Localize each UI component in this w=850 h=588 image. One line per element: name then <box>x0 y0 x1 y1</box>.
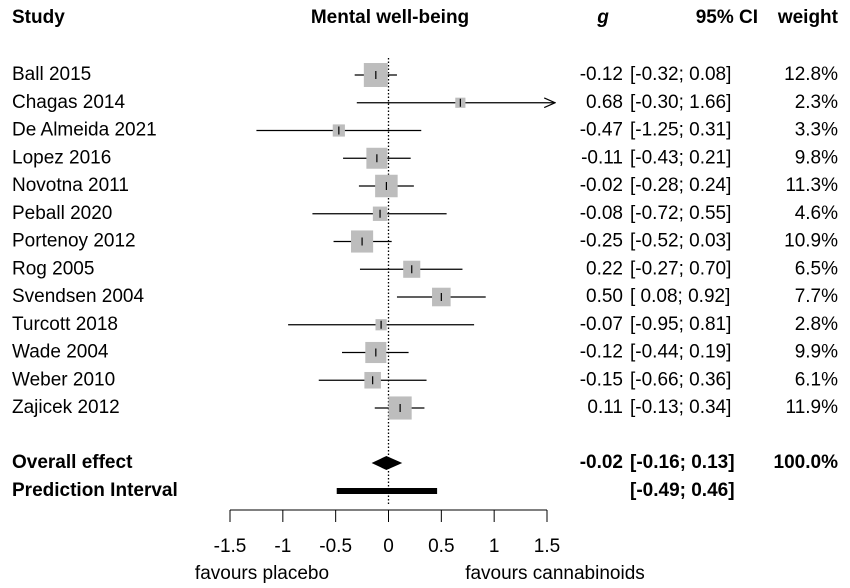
study-name: Lopez 2016 <box>12 147 111 168</box>
ci-label: [-1.25; 0.31] <box>630 120 731 141</box>
prediction-bar <box>336 488 438 494</box>
ci-label: [-0.30; 1.66] <box>630 92 731 113</box>
weight-label: 9.9% <box>795 342 838 363</box>
ci-label: [-0.44; 0.19] <box>630 342 731 363</box>
x-label-left: favours placebo <box>195 563 329 584</box>
overall-label: Overall effect <box>12 452 133 473</box>
ci-label: [-0.95; 0.81] <box>630 314 731 335</box>
effect-label: -0.25 <box>580 231 623 252</box>
x-label-right: favours cannabinoids <box>465 563 645 584</box>
weight-label: 11.3% <box>786 175 839 196</box>
ci-label: [-0.32; 0.08] <box>630 64 731 85</box>
weight-label: 6.1% <box>795 369 838 390</box>
weight-label: 9.8% <box>795 147 838 168</box>
weight-label: 11.9% <box>786 397 839 418</box>
x-tick-label: -1.5 <box>214 536 247 557</box>
prediction-ci-label: [-0.49; 0.46] <box>630 480 735 501</box>
effect-label: -0.12 <box>580 64 623 85</box>
effect-label: -0.08 <box>580 203 623 224</box>
g-header: g <box>596 7 609 28</box>
x-tick-label: 0 <box>383 536 394 557</box>
effect-label: -0.12 <box>580 342 623 363</box>
effect-label: -0.15 <box>580 369 623 390</box>
effect-label: 0.22 <box>586 258 623 279</box>
effect-label: -0.07 <box>580 314 623 335</box>
study-name: Turcott 2018 <box>12 314 118 335</box>
prediction-label: Prediction Interval <box>12 480 178 501</box>
study-name: Ball 2015 <box>12 64 91 85</box>
overall-diamond <box>371 456 403 470</box>
ci-label: [-0.28; 0.24] <box>630 175 731 196</box>
ci-label: [-0.13; 0.34] <box>630 397 731 418</box>
weight-label: 3.3% <box>795 120 838 141</box>
ci-label: [ 0.08; 0.92] <box>630 286 730 307</box>
effect-label: -0.47 <box>580 120 623 141</box>
study-name: Rog 2005 <box>12 258 94 279</box>
effect-label: -0.02 <box>580 175 623 196</box>
effect-label: -0.11 <box>581 147 623 168</box>
ci-header: 95% CI <box>696 7 758 28</box>
weight-label: 4.6% <box>795 203 838 224</box>
weight-label: 10.9% <box>784 231 838 252</box>
weight-label: 7.7% <box>795 286 838 307</box>
effect-label: 0.11 <box>587 397 623 418</box>
weight-label: 6.5% <box>795 258 838 279</box>
study-name: Weber 2010 <box>12 369 115 390</box>
x-tick-label: 1 <box>489 536 500 557</box>
weight-label: 2.8% <box>795 314 838 335</box>
ci-label: [-0.43; 0.21] <box>630 147 731 168</box>
ci-label: [-0.72; 0.55] <box>630 203 731 224</box>
plot-title: Mental well-being <box>311 7 469 28</box>
study-name: Peball 2020 <box>12 203 112 224</box>
study-name: Wade 2004 <box>12 342 109 363</box>
x-tick-label: 0.5 <box>428 536 454 557</box>
study-name: De Almeida 2021 <box>12 120 157 141</box>
study-name: Chagas 2014 <box>12 92 125 113</box>
ci-label: [-0.66; 0.36] <box>630 369 731 390</box>
study-name: Novotna 2011 <box>12 175 129 196</box>
effect-label: 0.50 <box>586 286 623 307</box>
ci-label: [-0.52; 0.03] <box>630 231 731 252</box>
study-header: Study <box>12 7 65 28</box>
overall-effect-label: -0.02 <box>580 452 623 473</box>
weight-label: 12.8% <box>784 64 838 85</box>
weight-header: weight <box>777 7 839 28</box>
weight-label: 2.3% <box>795 92 838 113</box>
study-name: Svendsen 2004 <box>12 286 144 307</box>
study-name: Portenoy 2012 <box>12 231 136 252</box>
overall-ci-label: [-0.16; 0.13] <box>630 452 735 473</box>
study-name: Zajicek 2012 <box>12 397 120 418</box>
overall-weight-label: 100.0% <box>774 452 839 473</box>
effect-label: 0.68 <box>586 92 623 113</box>
x-tick-label: 1.5 <box>534 536 560 557</box>
x-tick-label: -0.5 <box>319 536 352 557</box>
ci-label: [-0.27; 0.70] <box>630 258 731 279</box>
x-tick-label: -1 <box>274 536 291 557</box>
